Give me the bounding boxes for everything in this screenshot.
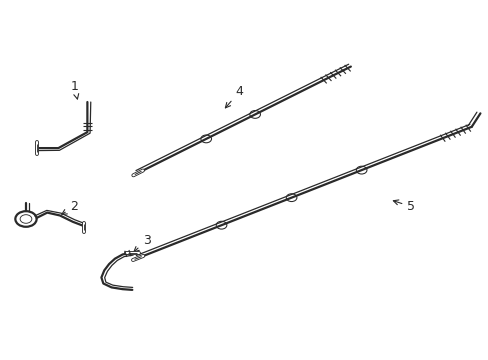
Text: 3: 3 bbox=[134, 234, 150, 252]
Text: 4: 4 bbox=[225, 85, 243, 108]
Text: 1: 1 bbox=[70, 80, 79, 99]
Text: 5: 5 bbox=[392, 200, 414, 213]
Text: 2: 2 bbox=[61, 200, 78, 215]
